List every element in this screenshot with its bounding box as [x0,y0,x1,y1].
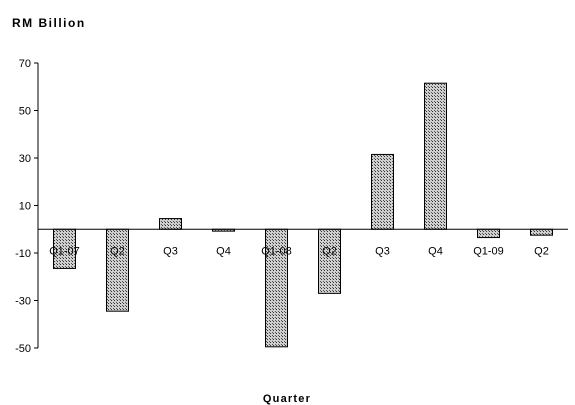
bar [318,228,341,294]
y-tick-label: 70 [19,58,31,70]
x-tick-label: Q2 [110,245,125,257]
x-tick-label: Q2 [534,245,549,257]
bar [530,228,553,236]
y-tick-label: 30 [19,153,31,165]
y-tick-label: -30 [15,296,31,308]
y-tick-label: 50 [19,106,31,118]
x-axis-title: Quarter [263,393,311,405]
plot-area: -50 -30 -10 10 30 50 70 Q1-07 Q2 Q3 Q4 Q1-08 Q2 Q3 Q4 Q… [15,58,568,355]
y-tick-label: 10 [19,201,31,213]
x-tick-label: Q1-09 [473,245,504,257]
y-axis-title: RM Billion [12,16,86,30]
x-tick-label: Q2 [322,245,337,257]
x-tick-label: Q3 [163,245,178,257]
y-tick-label: -10 [15,248,31,260]
bar [106,228,129,312]
bar [424,82,447,230]
x-tick-label: Q1-08 [261,245,292,257]
x-tick-label: Q1-07 [49,245,80,257]
y-tick-label: -50 [15,343,31,355]
bar [477,228,500,239]
bar [371,153,394,230]
x-tick-label: Q3 [375,245,390,257]
x-tick-label: Q4 [428,245,443,257]
x-tick-label: Q4 [216,245,231,257]
bar [159,218,182,230]
